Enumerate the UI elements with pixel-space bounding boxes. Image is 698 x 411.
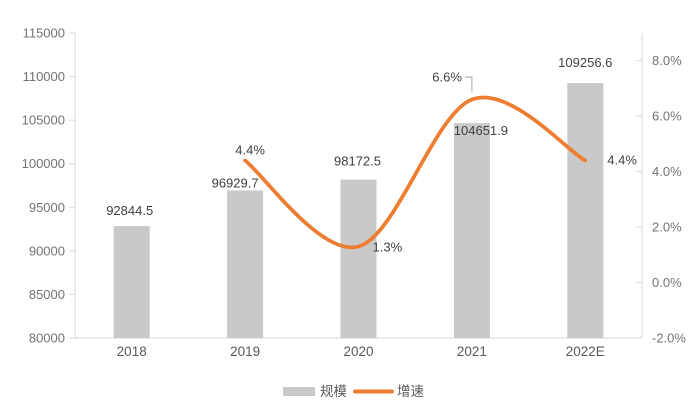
legend-label: 规模 bbox=[320, 384, 347, 399]
bar-data-label: 96929.7 bbox=[212, 175, 259, 190]
x-axis-category-label: 2020 bbox=[343, 344, 373, 359]
line-data-label: 1.3% bbox=[373, 240, 403, 255]
x-axis-category-label: 2018 bbox=[117, 344, 147, 359]
data-label-leader-line bbox=[464, 76, 473, 92]
line-data-label: 4.4% bbox=[607, 153, 637, 168]
bar-2022E bbox=[567, 83, 604, 339]
bar-data-label: 109256.6 bbox=[558, 55, 612, 70]
bar-data-label: 98172.5 bbox=[334, 154, 381, 169]
bar-2019 bbox=[227, 190, 264, 338]
growth-rate-line bbox=[243, 95, 588, 250]
bar-2021 bbox=[453, 123, 490, 338]
y-axis-left-tick-label: 90000 bbox=[29, 243, 65, 258]
y-axis-left-tick-label: 95000 bbox=[29, 200, 65, 215]
y-axis-right-tick-label: 2.0% bbox=[652, 220, 682, 235]
bar-data-label: 104651.9 bbox=[454, 123, 508, 138]
x-axis-category-label: 2019 bbox=[230, 344, 260, 359]
line-data-label: 6.6% bbox=[432, 70, 462, 85]
x-axis-category-label: 2022E bbox=[566, 344, 605, 359]
bar-data-label: 92844.5 bbox=[106, 203, 153, 218]
bar-2018 bbox=[113, 226, 150, 338]
y-axis-right-tick-label: -2.0% bbox=[652, 331, 686, 346]
y-axis-right-tick-label: 6.0% bbox=[652, 109, 682, 124]
legend-swatch-square bbox=[283, 387, 315, 396]
y-axis-right-tick-label: 4.0% bbox=[652, 164, 682, 179]
y-axis-left-tick-label: 85000 bbox=[29, 287, 65, 302]
y-axis-right-tick-label: 8.0% bbox=[652, 53, 682, 68]
legend-label: 增速 bbox=[397, 384, 424, 399]
y-axis-right-tick-label: 0.0% bbox=[652, 275, 682, 290]
x-axis-category-label: 2021 bbox=[457, 344, 487, 359]
y-axis-left-tick-label: 100000 bbox=[22, 156, 65, 171]
line-data-label: 4.4% bbox=[235, 143, 265, 158]
y-axis-left-tick-label: 110000 bbox=[23, 69, 65, 84]
y-axis-left-tick-label: 105000 bbox=[22, 113, 65, 128]
bar-2020 bbox=[340, 179, 377, 338]
y-axis-left-tick-label: 80000 bbox=[29, 331, 65, 346]
y-axis-left-tick-label: 115000 bbox=[23, 26, 65, 41]
